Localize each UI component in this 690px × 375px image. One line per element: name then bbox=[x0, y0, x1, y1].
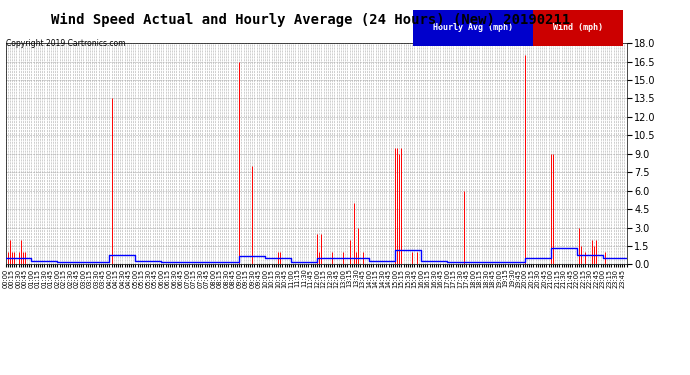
Text: Wind (mph): Wind (mph) bbox=[553, 23, 603, 33]
Text: Wind Speed Actual and Hourly Average (24 Hours) (New) 20190211: Wind Speed Actual and Hourly Average (24… bbox=[51, 13, 570, 27]
Text: Copyright 2019 Cartronics.com: Copyright 2019 Cartronics.com bbox=[6, 39, 125, 48]
Text: Hourly Avg (mph): Hourly Avg (mph) bbox=[433, 23, 513, 33]
